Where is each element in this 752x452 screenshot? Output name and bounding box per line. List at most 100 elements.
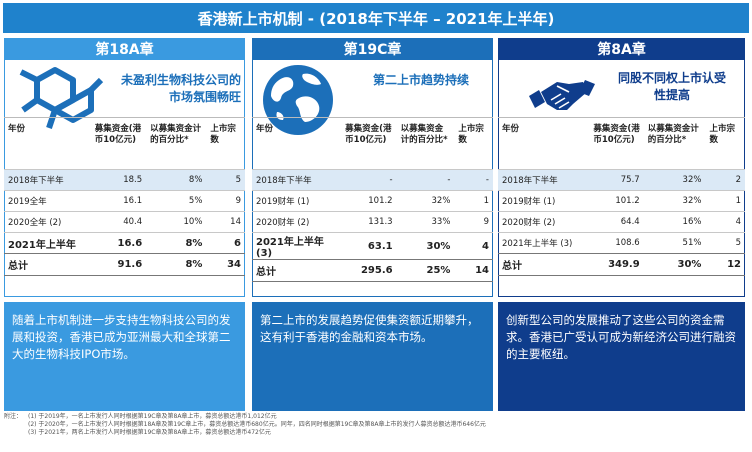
header-count: 上市宗数 xyxy=(206,117,245,170)
header-pct: 以募集资金计的百分比* xyxy=(146,117,207,170)
header-funds: 募集资金(港币10亿元) xyxy=(341,117,397,170)
cell-year: 2020财年 (2) xyxy=(498,211,590,233)
column-header: 第18A章 xyxy=(4,38,245,60)
cell-funds: - xyxy=(341,169,397,191)
table-header-row: 年份 募集资金(港币10亿元) 以募集资金计的百分比* 上市宗数 xyxy=(4,117,245,170)
cell-funds: 91.6 xyxy=(90,253,147,276)
hero-tagline: 第二上市趋势持续 xyxy=(373,73,470,87)
cell-pct: 8% xyxy=(146,169,207,191)
table-row: 2021年上半年 (3) 63.1 30% 4 xyxy=(252,232,493,260)
cell-year: 2019全年 xyxy=(4,190,91,212)
cell-funds: 16.1 xyxy=(90,190,147,212)
cell-pct: - xyxy=(396,169,455,191)
cell-count: 1 xyxy=(454,190,493,212)
table-header-row: 年份 募集资金(港币10亿元) 以募集资金计的百分比* 上市宗数 xyxy=(498,117,745,170)
table-row: 2021年上半年 16.6 8% 6 xyxy=(4,232,245,254)
cell-pct: 5% xyxy=(146,190,207,212)
table-body: 2018年下半年 75.7 32% 2 2019财年 (1) 101.2 32% 1 2020财… xyxy=(498,169,745,276)
cell-pct: 8% xyxy=(146,253,207,276)
cell-year: 2018年下半年 xyxy=(252,169,342,191)
table-row: 2019财年 (1) 101.2 32% 1 xyxy=(252,190,493,212)
cell-year: 2018年下半年 xyxy=(4,169,91,191)
cell-count: 1 xyxy=(705,190,745,212)
cell-pct: 32% xyxy=(643,169,706,191)
cell-year: 2019财年 (1) xyxy=(252,190,342,212)
summary-note: 随着上市机制进一步支持生物科技公司的发展和投资，香港已成为亚洲最大和全球第二大的… xyxy=(4,302,245,411)
cell-funds: 131.3 xyxy=(341,211,397,233)
summary-note: 第二上市的发展趋势促使集资额近期攀升，这有利于香港的金融和资本市场。 xyxy=(252,302,493,411)
table-row: 2021年上半年 (3) 108.6 51% 5 xyxy=(498,232,745,254)
table-row: 2020财年 (2) 131.3 33% 9 xyxy=(252,211,493,233)
cell-funds: 349.9 xyxy=(589,253,644,276)
hero-tagline: 同股不同权上市认受性提高 xyxy=(617,71,726,102)
cell-funds: 18.5 xyxy=(90,169,147,191)
table-header-row: 年份 募集资金(港币10亿元) 以募集资金计的百分比* 上市宗数 xyxy=(252,117,493,170)
cell-year: 2020全年 (2) xyxy=(4,211,91,233)
cell-count: 2 xyxy=(705,169,745,191)
cell-count: 34 xyxy=(206,253,245,276)
cell-funds: 16.6 xyxy=(90,232,147,254)
summary-note: 创新型公司的发展推动了这些公司的资金需求。香港已广受认可成为新经济公司进行融资的… xyxy=(498,302,745,411)
total-row: 总计 295.6 25% 14 xyxy=(252,259,493,282)
cell-pct: 33% xyxy=(396,211,455,233)
cell-year: 2020财年 (2) xyxy=(252,211,342,233)
cell-funds: 101.2 xyxy=(341,190,397,212)
cell-funds: 40.4 xyxy=(90,211,147,233)
handshake-icon xyxy=(529,80,595,110)
column-19c: 第19C章 第二上市趋势持续 年份 募集资金(港币10亿元) 以募集资金计的百分… xyxy=(252,38,493,411)
cell-count: 12 xyxy=(705,253,745,276)
cell-funds: 295.6 xyxy=(341,259,397,282)
cell-count: 9 xyxy=(206,190,245,212)
hero-tagline: 未盈利生物科技公司的市场氛围畅旺 xyxy=(120,73,241,104)
page-title: 香港新上市机制 - (2018年下半年 – 2021年上半年) xyxy=(3,3,749,33)
cell-year: 2021年上半年 xyxy=(4,232,91,254)
cell-funds: 101.2 xyxy=(589,190,644,212)
cell-funds: 75.7 xyxy=(589,169,644,191)
data-table: 年份 募集资金(港币10亿元) 以募集资金计的百分比* 上市宗数 2018年下半… xyxy=(498,117,745,276)
cell-pct: 32% xyxy=(396,190,455,212)
cell-year: 总计 xyxy=(498,253,590,276)
cell-funds: 64.4 xyxy=(589,211,644,233)
total-row: 总计 349.9 30% 12 xyxy=(498,253,745,276)
cell-pct: 8% xyxy=(146,232,207,254)
table-row: 2020财年 (2) 64.4 16% 4 xyxy=(498,211,745,233)
data-table: 年份 募集资金(港币10亿元) 以募集资金计的百分比* 上市宗数 2018年下半… xyxy=(252,117,493,282)
table-row: 2018年下半年 - - - xyxy=(252,169,493,191)
header-year: 年份 xyxy=(498,117,590,170)
header-year: 年份 xyxy=(4,117,91,170)
column-header: 第19C章 xyxy=(252,38,493,60)
cell-count: 4 xyxy=(454,232,493,260)
cell-count: 6 xyxy=(206,232,245,254)
cell-year: 2021年上半年 (3) xyxy=(498,232,590,254)
cell-year: 总计 xyxy=(252,259,342,282)
header-funds: 募集资金(港币10亿元) xyxy=(90,117,147,170)
data-table: 年份 募集资金(港币10亿元) 以募集资金计的百分比* 上市宗数 2018年下半… xyxy=(4,117,245,276)
cell-year: 2019财年 (1) xyxy=(498,190,590,212)
cell-pct: 30% xyxy=(396,232,455,260)
table-body: 2018年下半年 18.5 8% 5 2019全年 16.1 5% 9 2020全年 (2) 40… xyxy=(4,169,245,276)
hero: 同股不同权上市认受性提高 xyxy=(499,60,744,138)
cell-pct: 10% xyxy=(146,211,207,233)
column-18a: 第18A章 未盈利生物科技公司的市场氛围畅旺 年份 募集资金(港币10亿元) 以… xyxy=(4,38,245,411)
total-row: 总计 91.6 8% 34 xyxy=(4,253,245,276)
cell-count: 5 xyxy=(206,169,245,191)
header-count: 上市宗数 xyxy=(454,117,493,170)
footnote-2: (2) 于2020年，一名上市发行人同时根据第18A章及第19C章上市，募资总额… xyxy=(28,421,486,428)
cell-count: 4 xyxy=(705,211,745,233)
cell-count: 14 xyxy=(206,211,245,233)
cell-year: 2021年上半年 (3) xyxy=(252,232,342,260)
cell-year: 总计 xyxy=(4,253,91,276)
header-count: 上市宗数 xyxy=(705,117,745,170)
cell-funds: 108.6 xyxy=(589,232,644,254)
header-pct: 以募集资金计的百分比* xyxy=(643,117,706,170)
cell-count: 9 xyxy=(454,211,493,233)
footnote-label: 附注： xyxy=(4,413,23,420)
cell-count: 5 xyxy=(705,232,745,254)
cell-pct: 16% xyxy=(643,211,706,233)
cell-year: 2018年下半年 xyxy=(498,169,590,191)
cell-pct: 30% xyxy=(643,253,706,276)
cell-pct: 51% xyxy=(643,232,706,254)
cell-count: 14 xyxy=(454,259,493,282)
column-8a: 第8A章 同股不同权上市认受性提高 年份 xyxy=(498,38,745,411)
header-pct: 以募集资金计的百分比* xyxy=(396,117,455,170)
